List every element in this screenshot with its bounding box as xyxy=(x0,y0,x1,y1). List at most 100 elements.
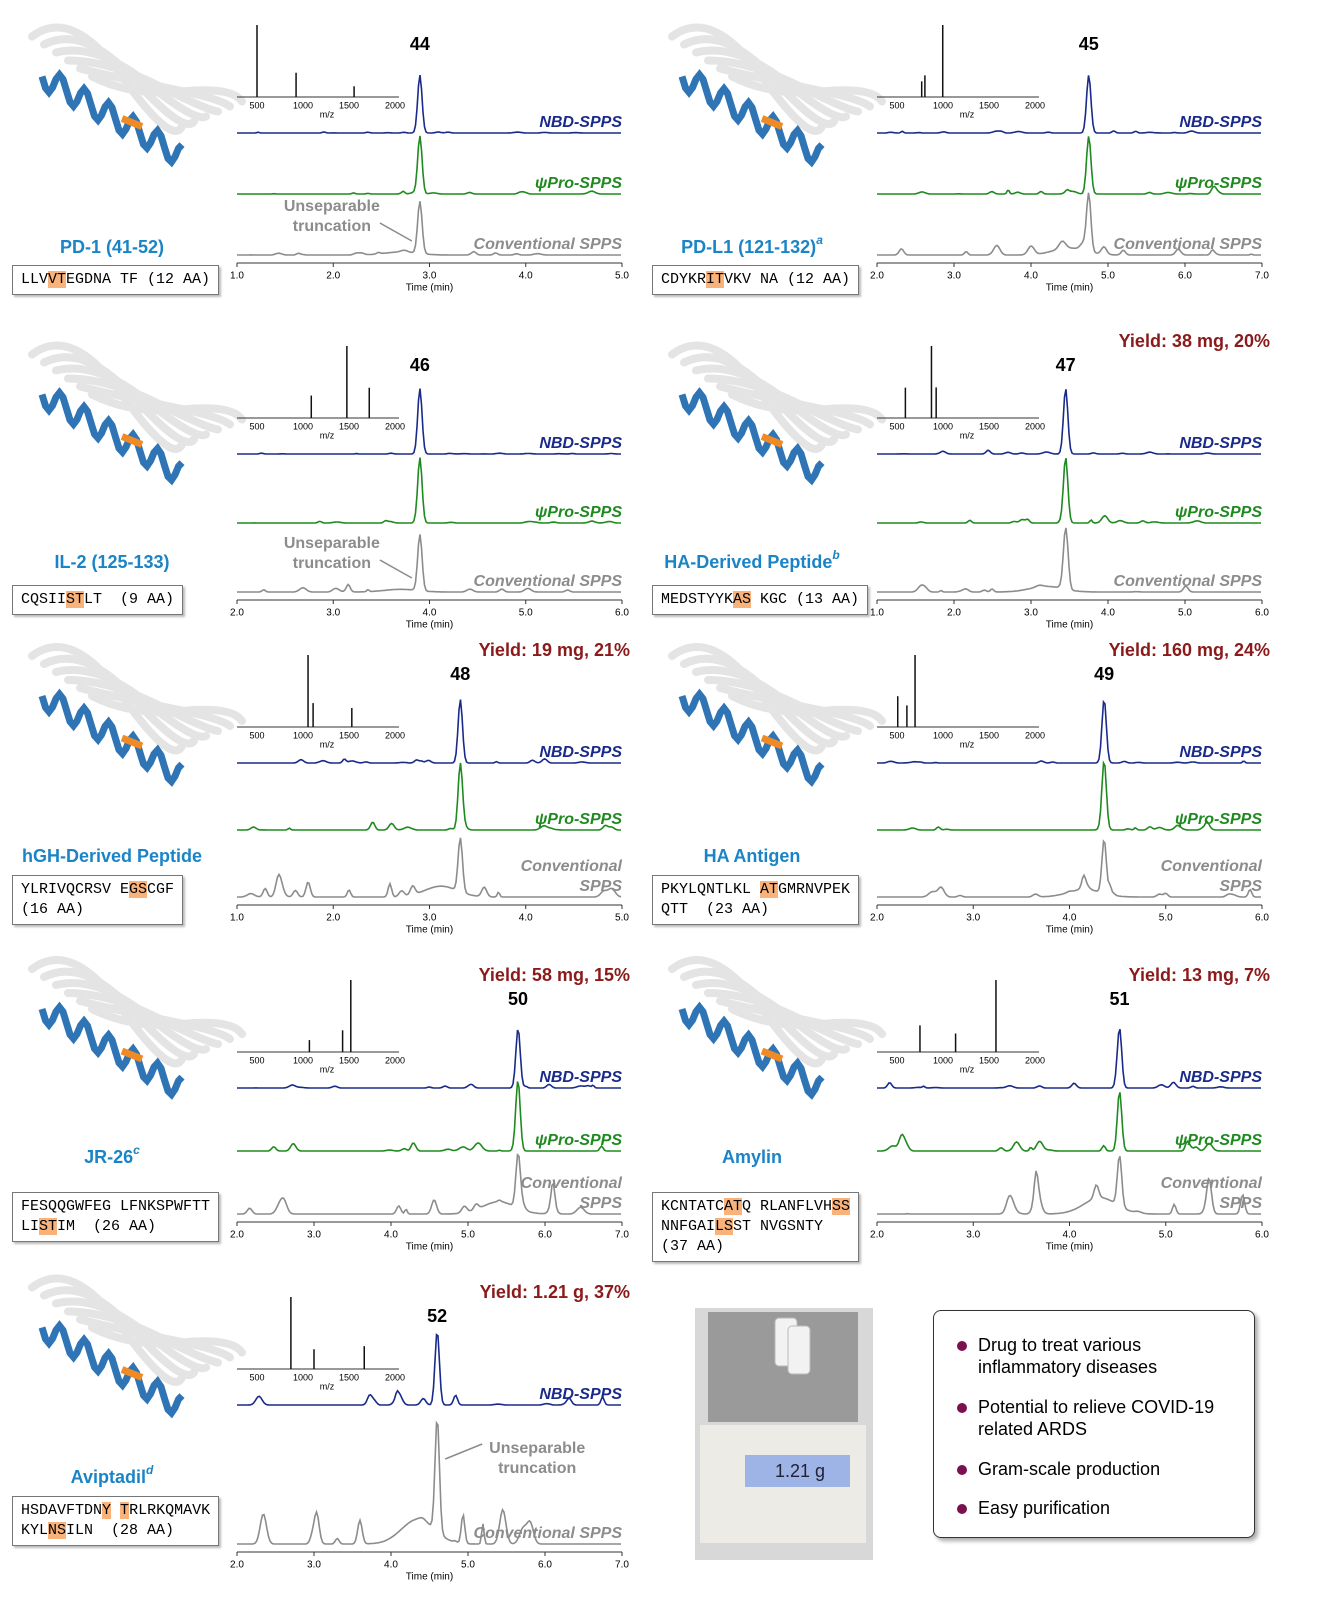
x-tick-label: 2.0 xyxy=(326,271,340,282)
footnote-mark: d xyxy=(146,1463,154,1477)
ms-tick-label: 500 xyxy=(249,1372,264,1382)
peptide-name: Amylin xyxy=(722,1147,782,1167)
sequence-line: LISTIM (26 AA) xyxy=(21,1217,210,1237)
x-tick-label: 6.0 xyxy=(1255,608,1269,619)
x-axis-label: Time (min) xyxy=(1046,620,1093,631)
footnote-mark: c xyxy=(133,1143,140,1157)
trace-label: Conventional SPPS xyxy=(1114,236,1263,253)
residues: PKYLQNTLKL xyxy=(661,881,760,898)
ms-tick-label: 2000 xyxy=(1025,1055,1045,1065)
trace-label: ψPro-SPPS xyxy=(1175,175,1262,192)
sequence-line: (37 AA) xyxy=(661,1237,850,1257)
x-tick-label: 4.0 xyxy=(1024,271,1038,282)
x-tick-label: 6.0 xyxy=(1255,1230,1269,1241)
highlighted-residues: GS xyxy=(129,881,147,898)
highlighted-residues: AT xyxy=(724,1198,742,1215)
highlighted-residues: Y xyxy=(102,1502,111,1519)
trace-label: NBD-SPPS xyxy=(1179,744,1262,761)
x-tick-label: 5.0 xyxy=(461,1230,475,1241)
trace-label: Conventional SPPS xyxy=(474,236,623,253)
ms-tick-label: 2000 xyxy=(1025,421,1045,431)
trace-label: ψPro-SPPS xyxy=(535,1132,622,1149)
ms-tick-label: 2000 xyxy=(385,1055,405,1065)
trace-label: Conventional SPPS xyxy=(1114,573,1263,590)
ms-axis-label: m/z xyxy=(320,430,335,440)
residues: LI xyxy=(21,1218,39,1235)
trace-label: NBD-SPPS xyxy=(1179,114,1262,131)
sequence-line: KYLNSILN (28 AA) xyxy=(21,1521,210,1541)
x-tick-label: 2.0 xyxy=(230,608,244,619)
residues: CDYKR xyxy=(661,271,706,288)
residues: EGDNA TF (12 AA) xyxy=(66,271,210,288)
peptide-label: hGH-Derived Peptide xyxy=(22,846,202,866)
bullet xyxy=(957,1465,967,1475)
residues: ST NVGSNTY xyxy=(733,1218,823,1235)
residues: CGF xyxy=(147,881,174,898)
annotation-arrow xyxy=(380,223,412,241)
ms-tick-label: 500 xyxy=(249,730,264,740)
yield: Yield: 58 mg, 15% xyxy=(479,965,630,985)
ms-tick-label: 1000 xyxy=(293,1055,313,1065)
ms-tick-label: 1500 xyxy=(339,100,359,110)
sequence-box: CQSIISTLT (9 AA) xyxy=(12,585,183,615)
yield: Yield: 1.21 g, 37% xyxy=(480,1282,630,1302)
yield: Yield: 38 mg, 20% xyxy=(1119,331,1270,351)
annotation-arrow xyxy=(445,1444,482,1459)
ms-tick-label: 1000 xyxy=(293,730,313,740)
x-tick-label: 3.0 xyxy=(966,1230,980,1241)
ms-tick-label: 1500 xyxy=(339,421,359,431)
x-tick-label: 2.0 xyxy=(230,1560,244,1571)
residues: FESQQGWFEG LFNKSPWFTT xyxy=(21,1198,210,1215)
residues: KYL xyxy=(21,1522,48,1539)
x-tick-label: 5.0 xyxy=(519,608,533,619)
trace-label: ψPro-SPPS xyxy=(1175,811,1262,828)
residues: Q RLANFLVH xyxy=(742,1198,832,1215)
annotation: truncation xyxy=(293,555,371,572)
x-tick-label: 6.0 xyxy=(1255,913,1269,924)
ms-axis-label: m/z xyxy=(320,1064,335,1074)
highlighted-residues: AT xyxy=(760,881,778,898)
annotation: truncation xyxy=(293,218,371,235)
residues: RLRKQMAVK xyxy=(129,1502,210,1519)
compound-number: 50 xyxy=(508,989,528,1009)
compound-number: 48 xyxy=(450,664,470,684)
residues: (16 AA) xyxy=(21,901,84,918)
compound-number: 46 xyxy=(410,355,430,375)
feature-text: Easy purification xyxy=(978,1498,1110,1518)
sequence-line: KCNTATCATQ RLANFLVHSS xyxy=(661,1197,850,1217)
x-axis-label: Time (min) xyxy=(406,620,453,631)
trace-label: ψPro-SPPS xyxy=(535,811,622,828)
highlighted-residues: LS xyxy=(715,1218,733,1235)
x-tick-label: 7.0 xyxy=(615,1230,629,1241)
residues: NNFGAI xyxy=(661,1218,715,1235)
compound-number: 49 xyxy=(1094,664,1114,684)
peptide-label: Amylin xyxy=(722,1147,782,1167)
trace-label: SPPS xyxy=(1219,878,1262,895)
ms-tick-label: 500 xyxy=(889,421,904,431)
scale-reading: 1.21 g xyxy=(775,1461,825,1481)
x-tick-label: 1.0 xyxy=(230,913,244,924)
trace-label: NBD-SPPS xyxy=(539,744,622,761)
x-tick-label: 5.0 xyxy=(615,271,629,282)
x-tick-label: 5.0 xyxy=(1159,1230,1173,1241)
trace-label: NBD-SPPS xyxy=(1179,435,1262,452)
trace-label: Conventional xyxy=(521,1175,623,1192)
x-axis-label: Time (min) xyxy=(1046,925,1093,936)
trace-label: SPPS xyxy=(579,1195,622,1212)
highlighted-residues: NS xyxy=(48,1522,66,1539)
peptide-label: HA-Derived Peptideb xyxy=(664,548,839,572)
residues: (37 AA) xyxy=(661,1238,724,1255)
sequence-box: MEDSTYYKAS KGC (13 AA) xyxy=(652,585,868,615)
residues: KCNTATC xyxy=(661,1198,724,1215)
x-tick-label: 6.0 xyxy=(538,1230,552,1241)
residues: LT (9 AA) xyxy=(84,591,174,608)
x-tick-label: 3.0 xyxy=(1024,608,1038,619)
ms-tick-label: 1000 xyxy=(293,1372,313,1382)
peptide-name: PD-1 (41-52) xyxy=(60,237,164,257)
residues xyxy=(111,1502,120,1519)
trace-label: SPPS xyxy=(579,878,622,895)
bullet xyxy=(957,1341,967,1351)
compound-number: 47 xyxy=(1056,355,1076,375)
